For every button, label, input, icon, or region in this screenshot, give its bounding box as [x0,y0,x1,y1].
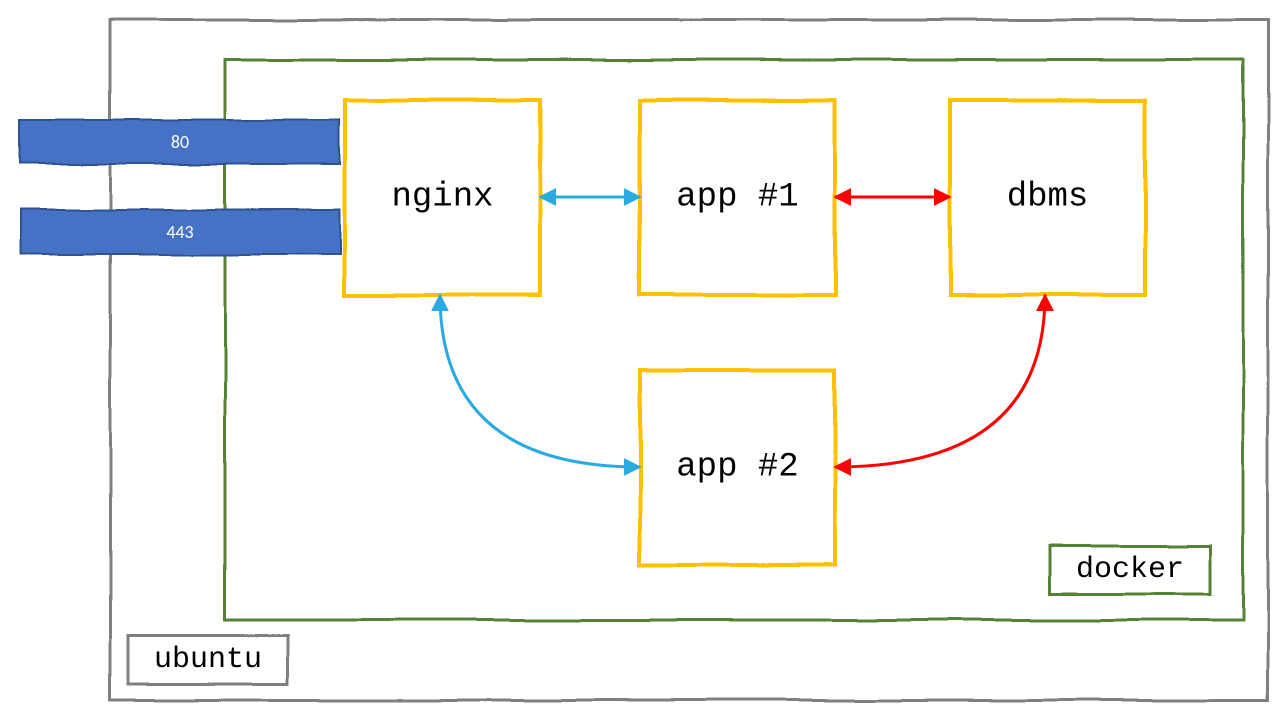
port-label-80: 80 [171,131,189,153]
node-label-dbms: dbms [1007,179,1089,217]
ubuntu-label: ubuntu [154,643,262,677]
docker-label: docker [1076,553,1184,587]
node-label-app2: app #2 [676,449,798,487]
architecture-diagram: 80 443 nginx app #1 dbms app #2 ubuntu docker [0,0,1280,720]
port-label-443: 443 [166,221,193,243]
node-label-app1: app #1 [676,179,798,217]
node-label-nginx: nginx [391,179,493,217]
edge-nginx-app2 [440,295,640,467]
edge-app2-dbms [835,295,1045,467]
